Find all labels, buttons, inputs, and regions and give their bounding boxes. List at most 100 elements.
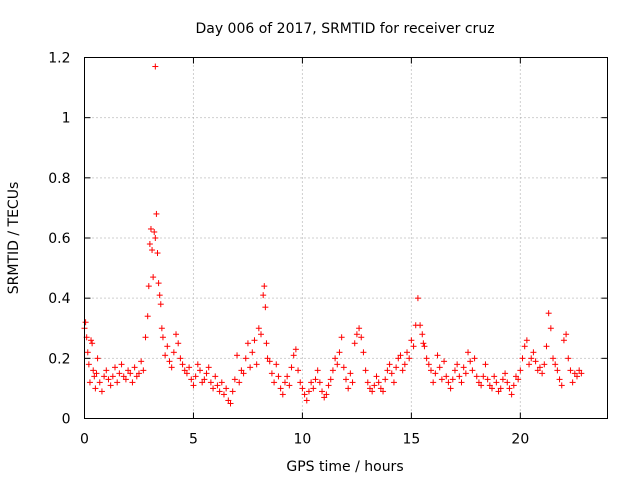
data-point — [146, 241, 153, 248]
x-tick-label: 0 — [80, 432, 89, 448]
data-point — [94, 355, 101, 362]
data-point — [497, 385, 504, 392]
data-point — [567, 367, 574, 374]
data-point — [558, 382, 565, 389]
data-point — [545, 310, 552, 317]
data-point — [491, 373, 498, 380]
data-point — [569, 379, 576, 386]
data-point — [218, 379, 225, 386]
data-point — [295, 367, 302, 374]
data-point — [515, 376, 522, 383]
data-point — [356, 325, 363, 332]
data-point — [277, 385, 284, 392]
data-point — [281, 379, 288, 386]
data-point — [147, 225, 154, 232]
data-point — [316, 379, 323, 386]
data-point — [263, 340, 270, 347]
data-point — [364, 379, 371, 386]
data-point — [319, 388, 326, 395]
data-point — [85, 361, 92, 368]
data-point — [371, 382, 378, 389]
data-point — [107, 382, 114, 389]
chart-title: Day 006 of 2017, SRMTID for receiver cru… — [195, 21, 494, 37]
data-point — [552, 361, 559, 368]
data-point — [565, 355, 572, 362]
data-point — [186, 364, 193, 371]
data-point — [506, 385, 513, 392]
data-point — [399, 367, 406, 374]
data-point — [369, 388, 376, 395]
data-point — [447, 385, 454, 392]
y-tick-label: 0.4 — [48, 291, 70, 307]
data-point — [144, 313, 151, 320]
data-point — [84, 349, 91, 356]
data-point — [338, 334, 345, 341]
plot-frame — [84, 57, 608, 419]
data-point — [395, 355, 402, 362]
data-point — [486, 382, 493, 389]
y-tick-labels: 0 0.2 0.4 0.6 0.8 1 1.2 — [48, 51, 70, 428]
data-point — [556, 376, 563, 383]
data-point — [82, 319, 89, 326]
data-point — [432, 370, 439, 377]
data-point — [329, 367, 336, 374]
data-point — [127, 370, 134, 377]
data-point — [129, 379, 136, 386]
data-point — [347, 370, 354, 377]
data-point — [539, 370, 546, 377]
data-point — [179, 361, 186, 368]
data-point — [397, 352, 404, 359]
data-point — [469, 367, 476, 374]
y-tick-label: 0.2 — [48, 351, 70, 367]
data-point — [467, 358, 474, 365]
data-point — [301, 391, 308, 398]
data-point — [225, 397, 232, 404]
x-tick-labels: 0 5 10 15 20 — [80, 432, 529, 448]
data-point — [251, 337, 258, 344]
data-point — [554, 367, 561, 374]
data-point — [125, 367, 132, 374]
data-point — [98, 388, 105, 395]
data-point — [502, 370, 509, 377]
data-point — [456, 373, 463, 380]
data-point — [116, 370, 123, 377]
data-point — [377, 385, 384, 392]
data-point — [384, 367, 391, 374]
y-tick-label: 0.6 — [48, 231, 70, 247]
data-point — [345, 385, 352, 392]
data-point — [212, 373, 219, 380]
data-point — [260, 292, 267, 299]
data-point — [288, 364, 295, 371]
data-point — [353, 331, 360, 338]
data-point — [478, 382, 485, 389]
data-point — [114, 379, 121, 386]
data-point — [321, 394, 328, 401]
data-point — [534, 367, 541, 374]
data-point — [305, 388, 312, 395]
data-point — [157, 301, 164, 308]
data-point — [449, 376, 456, 383]
data-point — [482, 361, 489, 368]
data-point — [550, 355, 557, 362]
x-tick-label: 15 — [402, 432, 420, 448]
data-point — [240, 370, 247, 377]
data-point — [201, 376, 208, 383]
data-point — [336, 349, 343, 356]
data-point — [91, 373, 98, 380]
data-point — [96, 379, 103, 386]
data-point — [408, 337, 415, 344]
data-point — [325, 382, 332, 389]
data-point — [517, 367, 524, 374]
y-tick-label: 1.2 — [48, 51, 70, 67]
data-point — [573, 373, 580, 380]
data-point — [512, 373, 519, 380]
data-point — [475, 379, 482, 386]
data-point — [192, 373, 199, 380]
data-point — [489, 385, 496, 392]
data-point — [275, 373, 282, 380]
data-point — [434, 352, 441, 359]
data-point — [290, 352, 297, 359]
data-point — [236, 379, 243, 386]
data-point — [327, 376, 334, 383]
